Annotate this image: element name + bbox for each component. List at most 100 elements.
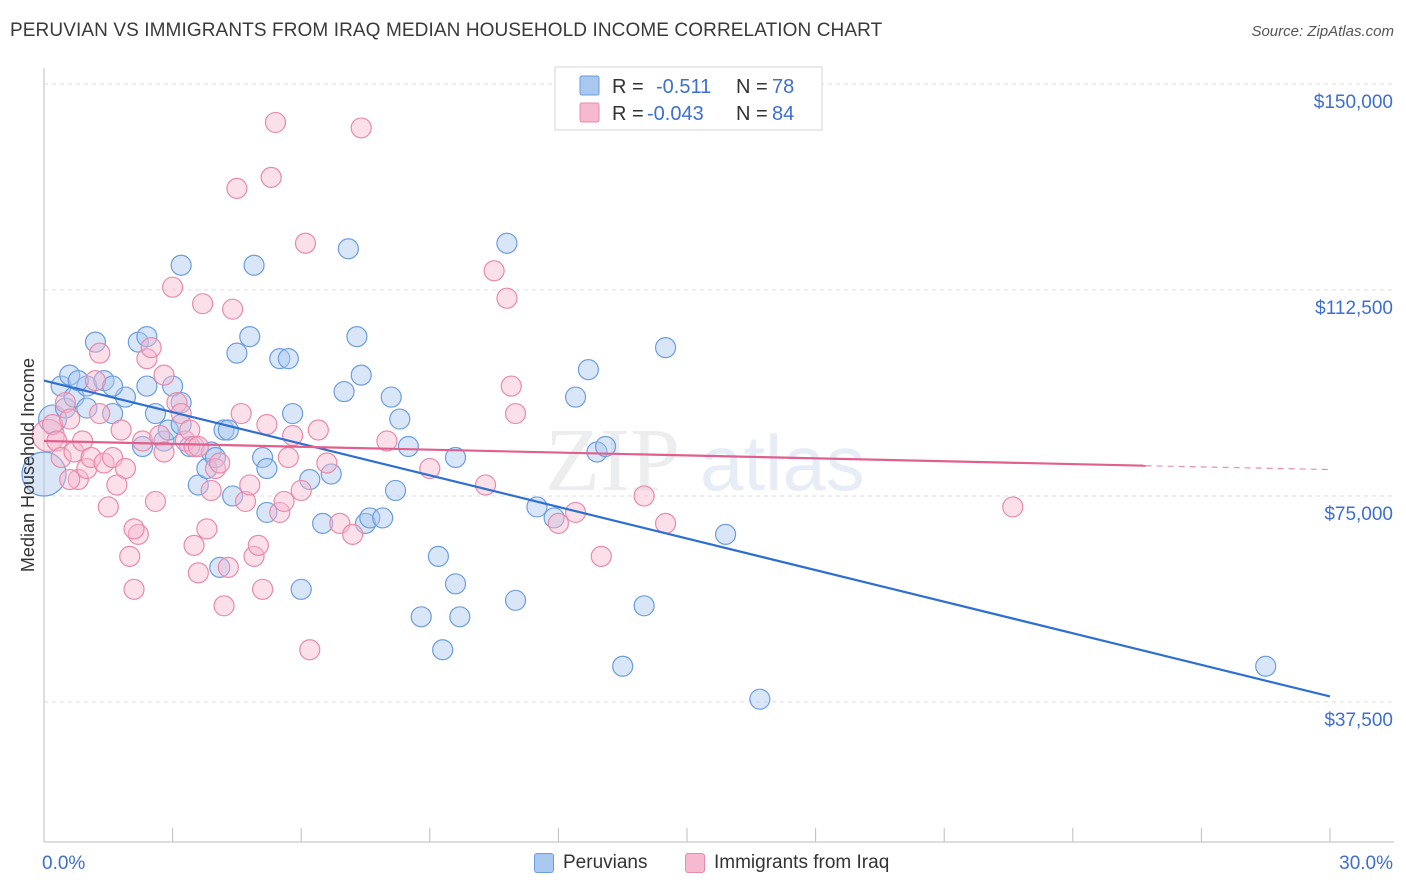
x-tick-label-max: 30.0% bbox=[1339, 853, 1393, 874]
point-peruvians bbox=[256, 457, 278, 480]
point-peruvians bbox=[380, 386, 402, 408]
point-iraq bbox=[196, 518, 218, 540]
point-iraq bbox=[187, 435, 209, 458]
point-iraq bbox=[564, 501, 587, 524]
point-iraq bbox=[234, 490, 257, 513]
point-iraq bbox=[273, 490, 295, 513]
point-iraq bbox=[252, 578, 274, 600]
legend-swatch-peruvians bbox=[534, 853, 554, 873]
point-peruvians bbox=[633, 595, 655, 617]
point-peruvians bbox=[76, 397, 98, 419]
grid-lines bbox=[44, 83, 1394, 703]
point-peruvians bbox=[577, 359, 600, 381]
trend-line-peruvians bbox=[43, 379, 1331, 698]
point-iraq bbox=[504, 402, 527, 425]
point-iraq bbox=[84, 369, 107, 392]
point-iraq bbox=[76, 457, 98, 480]
point-iraq bbox=[342, 523, 364, 545]
legend-swatch-iraq bbox=[685, 853, 705, 873]
point-iraq bbox=[183, 534, 205, 556]
x-tick-labels: 0.0% 30.0% bbox=[42, 853, 1393, 874]
point-iraq bbox=[547, 512, 570, 535]
y-tick-label: $75,000 bbox=[1324, 504, 1393, 525]
point-peruvians bbox=[320, 463, 342, 485]
point-iraq bbox=[123, 578, 145, 600]
point-peruvians bbox=[269, 348, 291, 370]
stats-legend: R = -0.511 N = 78 R = -0.043 N = 84 bbox=[554, 66, 823, 131]
axes bbox=[43, 68, 1394, 843]
point-iraq bbox=[256, 413, 278, 436]
point-iraq bbox=[59, 408, 81, 430]
y-axis-label: Median Household Income bbox=[18, 358, 38, 572]
point-iraq bbox=[67, 468, 89, 491]
point-iraq bbox=[483, 260, 505, 282]
point-iraq bbox=[474, 474, 497, 496]
point-iraq bbox=[149, 424, 171, 447]
watermark-zip: ZIP bbox=[545, 411, 680, 510]
point-iraq bbox=[200, 479, 222, 502]
trend-line-iraq-extension bbox=[1145, 465, 1331, 471]
point-peruvians bbox=[136, 326, 158, 348]
point-iraq bbox=[376, 430, 398, 452]
point-iraq bbox=[299, 639, 321, 661]
point-iraq bbox=[106, 474, 128, 496]
point-peruvians bbox=[749, 688, 771, 710]
point-iraq bbox=[277, 446, 299, 469]
point-peruvians bbox=[196, 457, 218, 480]
point-peruvians bbox=[432, 639, 454, 661]
point-peruvians bbox=[131, 435, 154, 458]
point-peruvians bbox=[243, 254, 265, 276]
point-iraq bbox=[350, 117, 372, 139]
point-iraq bbox=[89, 342, 111, 364]
point-peruvians bbox=[84, 331, 107, 353]
point-iraq bbox=[209, 452, 231, 474]
point-iraq bbox=[316, 452, 338, 474]
chart-title: PERUVIAN VS IMMIGRANTS FROM IRAQ MEDIAN … bbox=[10, 20, 883, 41]
point-peruvians bbox=[67, 369, 89, 392]
point-peruvians bbox=[256, 501, 278, 524]
point-iraq bbox=[590, 545, 612, 567]
point-iraq bbox=[213, 595, 235, 617]
point-peruvians bbox=[252, 446, 274, 469]
point-iraq bbox=[230, 402, 252, 425]
point-peruvians bbox=[170, 254, 192, 276]
point-peruvians bbox=[101, 402, 124, 425]
point-iraq bbox=[1002, 496, 1024, 518]
point-iraq bbox=[153, 364, 175, 386]
point-iraq bbox=[239, 474, 261, 496]
point-peruvians bbox=[427, 545, 449, 567]
point-iraq bbox=[222, 298, 244, 320]
point-peruvians bbox=[504, 589, 527, 611]
point-iraq bbox=[290, 479, 312, 502]
point-iraq bbox=[496, 287, 518, 309]
legend-r-value-0: -0.511 bbox=[656, 76, 711, 98]
legend-label-peruvians: Peruvians bbox=[563, 852, 648, 873]
legend-n-label-0: N = bbox=[736, 76, 768, 98]
legend-n-value-1: 84 bbox=[772, 103, 794, 125]
y-tick-labels: $37,500 $75,000 $112,500 $150,000 bbox=[1314, 92, 1393, 731]
point-iraq bbox=[264, 111, 287, 134]
point-peruvians bbox=[384, 479, 407, 502]
y-tick-label: $112,500 bbox=[1315, 298, 1393, 319]
legend-item-iraq[interactable]: Immigrants from Iraq bbox=[685, 852, 889, 874]
point-iraq bbox=[123, 518, 145, 540]
x-tick-label-min: 0.0% bbox=[42, 853, 85, 874]
point-peruvians bbox=[594, 435, 617, 458]
legend-item-peruvians[interactable]: Peruvians bbox=[534, 852, 648, 874]
point-peruvians bbox=[312, 512, 334, 535]
point-peruvians bbox=[299, 468, 321, 491]
point-iraq bbox=[294, 232, 317, 254]
point-peruvians bbox=[282, 402, 304, 425]
legend-label-iraq: Immigrants from Iraq bbox=[714, 852, 890, 873]
point-peruvians bbox=[277, 348, 299, 370]
point-iraq bbox=[50, 446, 72, 469]
point-iraq bbox=[500, 375, 522, 397]
point-iraq bbox=[136, 348, 158, 370]
point-iraq bbox=[226, 177, 248, 199]
point-peruvians bbox=[136, 375, 158, 397]
point-peruvians bbox=[21, 451, 67, 497]
legend-r-value-1: -0.043 bbox=[647, 103, 704, 125]
point-iraq bbox=[153, 441, 175, 463]
point-peruvians bbox=[350, 364, 372, 386]
